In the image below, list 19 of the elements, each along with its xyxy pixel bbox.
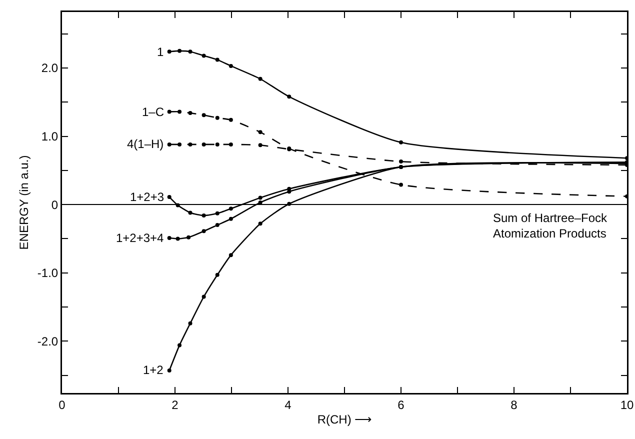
x-axis-title: R(CH) ⟶ [317,412,372,427]
x-tick-label: 4 [284,398,292,412]
series-label: 4(1–H) [127,137,164,151]
y-tick-label: -2.0 [37,334,58,348]
y-tick-label: -1.0 [37,266,58,280]
series-label: 1 [157,45,164,59]
y-axis-title: ENERGY (in a.u.) [16,155,31,250]
y-tick-label: 2.0 [41,61,58,76]
series-label: 1–C [142,105,164,119]
x-tick-label: 10 [620,398,634,412]
series-label: 1+2 [143,363,164,377]
ref-line-label: Sum of Hartree–Fock Atomization Products [493,211,608,241]
x-tick-label: 6 [398,398,405,412]
series-label: 1+2+3 [130,190,164,204]
x-tick-label: 2 [172,398,179,412]
series-label: 1+2+3+4 [116,231,164,245]
y-tick-label: 1.0 [41,129,58,144]
x-tick-label: 8 [510,398,518,412]
y-tick-label: 0 [51,198,58,212]
